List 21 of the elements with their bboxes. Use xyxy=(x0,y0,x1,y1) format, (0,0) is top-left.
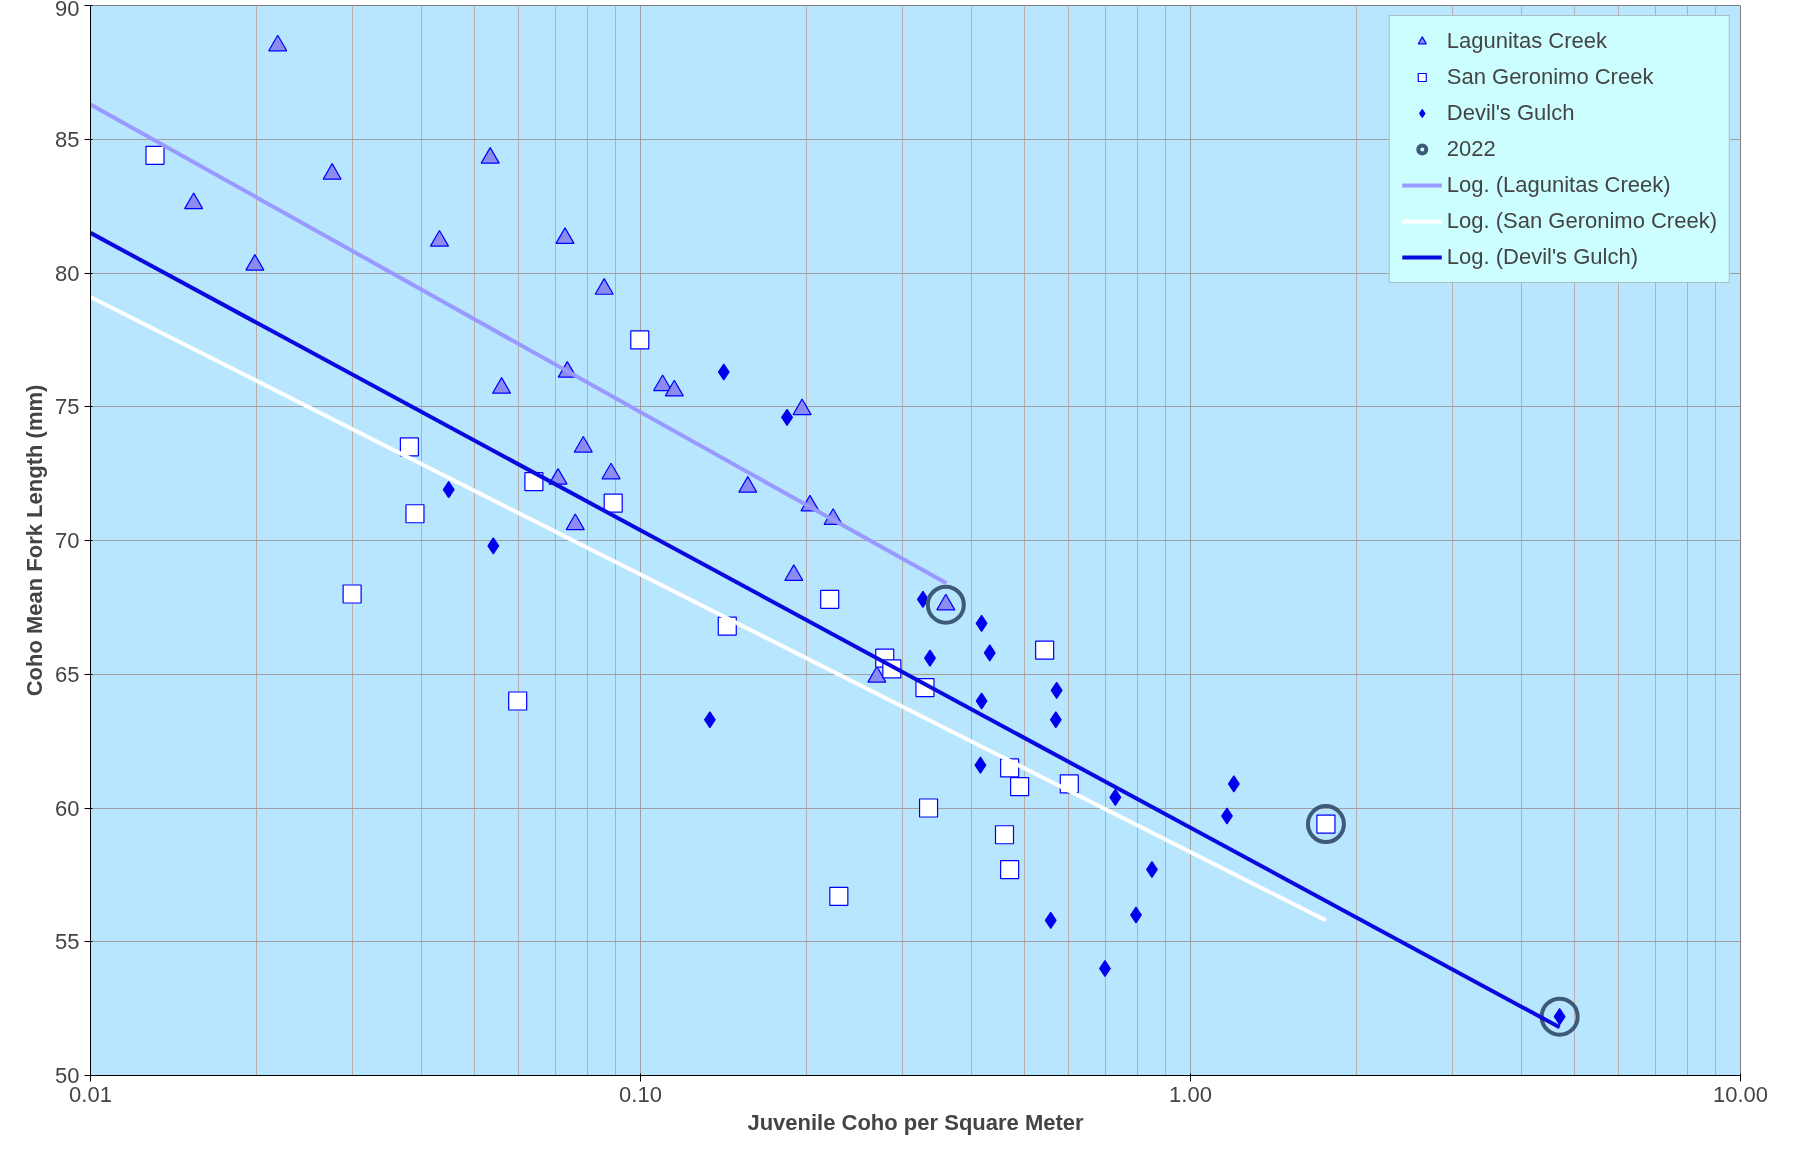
y-tick-label: 75 xyxy=(55,394,80,420)
y-tick-label: 85 xyxy=(55,126,80,152)
y-tick-label: 60 xyxy=(55,795,80,821)
y-tick-label: 80 xyxy=(55,260,80,286)
legend-label: Log. (San Geronimo Creek) xyxy=(1446,208,1717,234)
legend-label: Devil's Gulch xyxy=(1446,100,1575,126)
y-axis-title: Coho Mean Fork Length (mm) xyxy=(22,384,48,697)
legend-label: Lagunitas Creek xyxy=(1446,28,1607,54)
x-tick-label: 0.10 xyxy=(619,1081,662,1107)
y-tick-label: 65 xyxy=(55,661,80,687)
y-tick-label: 55 xyxy=(55,929,80,955)
y-tick-label: 50 xyxy=(55,1063,80,1088)
legend-label: Log. (Lagunitas Creek) xyxy=(1446,172,1671,198)
legend-label: Log. (Devil's Gulch) xyxy=(1446,244,1639,270)
y-tick-label: 90 xyxy=(55,0,80,21)
x-axis-title: Juvenile Coho per Square Meter xyxy=(747,1109,1085,1135)
legend-label: 2022 xyxy=(1446,136,1496,162)
x-tick-label: 1.00 xyxy=(1169,1081,1212,1107)
y-tick-label: 70 xyxy=(55,528,80,553)
x-tick-label: 10.00 xyxy=(1712,1081,1769,1107)
legend-label: San Geronimo Creek xyxy=(1446,64,1654,90)
